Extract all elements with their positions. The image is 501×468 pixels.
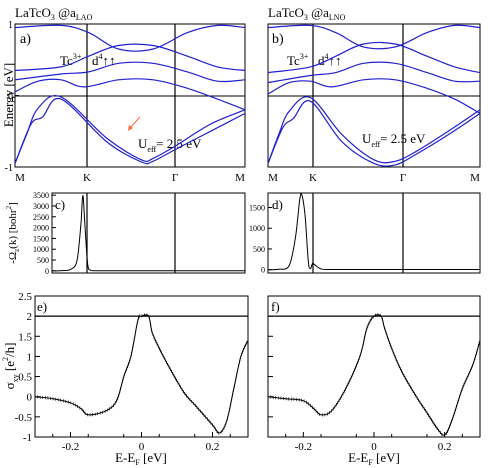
y-tick-label-d-2: 500 bbox=[253, 245, 265, 254]
x-axis-label-e: E-EF [eV] bbox=[115, 450, 167, 467]
y-axis-label-sigma: σxy [e2/h] bbox=[1, 343, 20, 390]
y-tick-label-d-4: 1500 bbox=[249, 204, 265, 213]
y-tick-label-a-2: 0 bbox=[8, 92, 13, 103]
x-tick-label-e-2: 0 bbox=[139, 441, 145, 453]
panel-label-d: d) bbox=[272, 197, 283, 212]
panel-label-a: a) bbox=[20, 32, 31, 47]
panel-a-band-5 bbox=[14, 95, 246, 164]
x-tick-label-e-3: 0.2 bbox=[206, 441, 220, 453]
panel-a-band-2 bbox=[14, 43, 246, 72]
tc-ion-label-a: Tc3+ bbox=[60, 52, 82, 68]
panel-b-band-3 bbox=[267, 61, 481, 84]
y-tick-label-e-3: 0 bbox=[27, 392, 33, 404]
panel-a-band-1 bbox=[14, 24, 246, 52]
y-axis-label-energy: Energy [eV] bbox=[1, 63, 16, 127]
frame-panel-e bbox=[34, 295, 249, 438]
panel-b-band-1 bbox=[267, 24, 481, 50]
ticks-layer: M K Γ M10-1M K Γ M0500100015002000250030003500… bbox=[5, 20, 480, 453]
title-panel-b: LaTcO3 @aLNO bbox=[268, 5, 346, 22]
x-tick-label-b-4: M bbox=[470, 172, 480, 184]
x-tick-label-a-3: Γ bbox=[172, 172, 178, 184]
y-tick-label-e-1: -1 bbox=[23, 432, 32, 444]
x-tick-label-b-1: M bbox=[268, 172, 278, 184]
y-tick-label-c-6: 2500 bbox=[33, 213, 49, 222]
y-tick-label-e-7: 2 bbox=[27, 311, 33, 323]
y-tick-label-a-1: 1 bbox=[8, 20, 13, 31]
config-label-b: d4↑↑ bbox=[318, 52, 342, 68]
panel-label-c: c) bbox=[55, 197, 65, 212]
y-tick-label-c-4: 1500 bbox=[33, 234, 49, 243]
y-tick-label-e-6: 1.5 bbox=[18, 331, 32, 343]
x-tick-label-e-1: -0.2 bbox=[62, 441, 79, 453]
y-tick-label-e-5: 1 bbox=[27, 351, 33, 363]
x-tick-label-a-1: M bbox=[15, 172, 25, 184]
y-tick-label-c-1: 0 bbox=[45, 267, 49, 276]
frame-panel-f bbox=[267, 295, 481, 438]
title-panel-a: LaTcO3 @aLAO bbox=[15, 5, 93, 22]
y-tick-label-c-7: 3000 bbox=[33, 202, 49, 211]
x-tick-label-b-2: K bbox=[309, 172, 317, 184]
pointer-arrow bbox=[128, 116, 141, 131]
x-axis-label-f: E-EF [eV] bbox=[348, 450, 400, 467]
panel-label-b: b) bbox=[272, 32, 284, 47]
y-tick-label-d-1: 0 bbox=[261, 266, 265, 275]
config-label-a: d4↑↑ bbox=[92, 52, 116, 68]
curves-layer bbox=[14, 24, 481, 437]
panel-label-f: f) bbox=[271, 299, 280, 314]
y-tick-label-c-5: 2000 bbox=[33, 224, 49, 233]
x-tick-label-b-3: Γ bbox=[400, 172, 406, 184]
y-tick-label-c-8: 3500 bbox=[33, 191, 49, 200]
x-tick-label-f-3: 0.2 bbox=[438, 441, 452, 453]
panel-d-curve bbox=[267, 192, 480, 271]
panel-b-band-6 bbox=[267, 100, 481, 167]
tc-ion-label-b: Tc3+ bbox=[287, 52, 309, 68]
panel-f-curve bbox=[267, 314, 481, 436]
x-tick-label-f-2: 0 bbox=[371, 441, 377, 453]
panel-a-band-6 bbox=[14, 97, 246, 165]
ueff-label-b: Ueff= 2.5 eV bbox=[362, 131, 426, 149]
y-axis-label-berry: -Ωz(k) [bohr2] bbox=[5, 202, 21, 264]
x-tick-label-a-2: K bbox=[83, 172, 91, 184]
panel-a-band-3 bbox=[14, 61, 246, 83]
panel-label-e: e) bbox=[37, 299, 47, 314]
x-tick-label-f-1: -0.2 bbox=[295, 441, 312, 453]
frame-panel-d bbox=[267, 192, 481, 274]
panel-c-curve bbox=[51, 194, 245, 272]
y-tick-label-e-2: -0.5 bbox=[15, 412, 33, 424]
ueff-label-a: Ueff= 2.5 eV bbox=[138, 136, 202, 154]
y-tick-label-a-3: -1 bbox=[5, 163, 13, 174]
y-tick-label-c-2: 500 bbox=[37, 256, 49, 265]
x-tick-label-a-4: M bbox=[235, 172, 245, 184]
y-tick-label-e-4: 0.5 bbox=[18, 372, 32, 384]
panel-b-band-5 bbox=[267, 96, 481, 164]
frame-panel-c bbox=[51, 192, 246, 274]
y-tick-label-c-3: 1000 bbox=[33, 245, 49, 254]
y-tick-label-e-8: 2.5 bbox=[18, 291, 32, 303]
y-tick-label-d-3: 1000 bbox=[249, 224, 265, 233]
panel-a-band-4 bbox=[14, 78, 246, 111]
panel-b-band-2 bbox=[267, 41, 481, 74]
panel-e-curve bbox=[34, 314, 249, 434]
panel-b-band-4 bbox=[267, 78, 481, 114]
